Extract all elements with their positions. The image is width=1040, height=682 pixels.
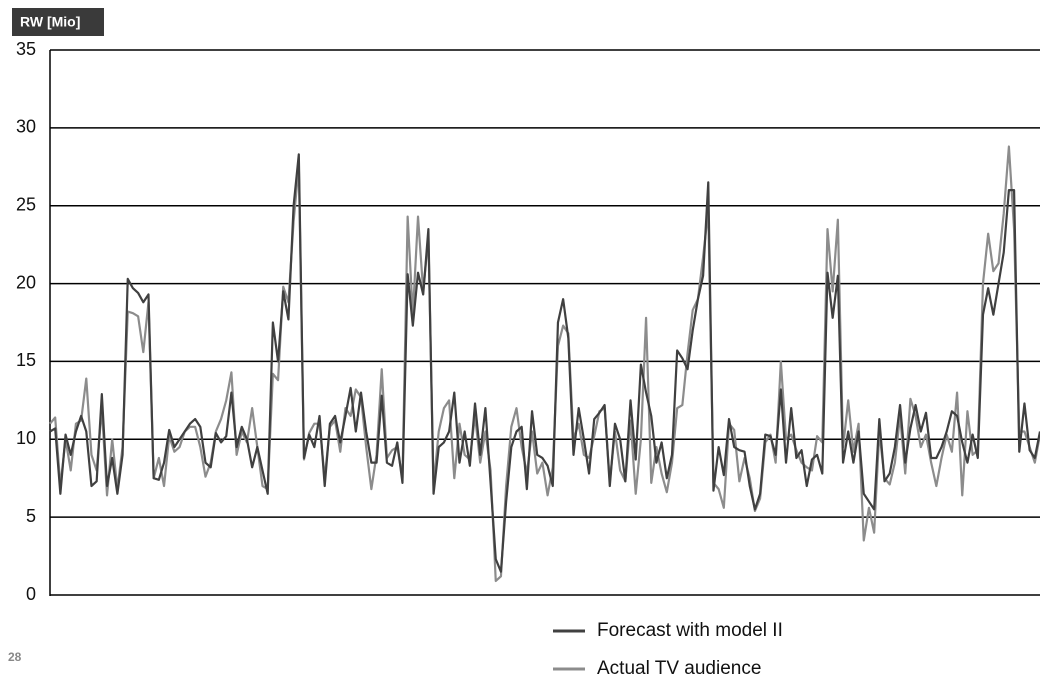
y-tick-label: 10: [16, 428, 36, 448]
y-tick-label: 0: [26, 584, 36, 604]
y-tick-label: 30: [16, 117, 36, 137]
y-tick-label: 5: [26, 506, 36, 526]
y-tick-label: 35: [16, 39, 36, 59]
line-series: [49, 153, 1040, 573]
legend-label: Forecast with model II: [597, 620, 783, 641]
y-tick-label: 25: [16, 194, 36, 214]
line-series: [49, 145, 1040, 583]
y-tick-label: 15: [16, 350, 36, 370]
y-tick-label: 20: [16, 272, 36, 292]
legend-label: Actual TV audience: [597, 658, 761, 679]
page-number: 28: [8, 650, 22, 664]
y-label-box: [12, 8, 104, 36]
y-axis-label: RW [Mio]: [20, 14, 80, 30]
